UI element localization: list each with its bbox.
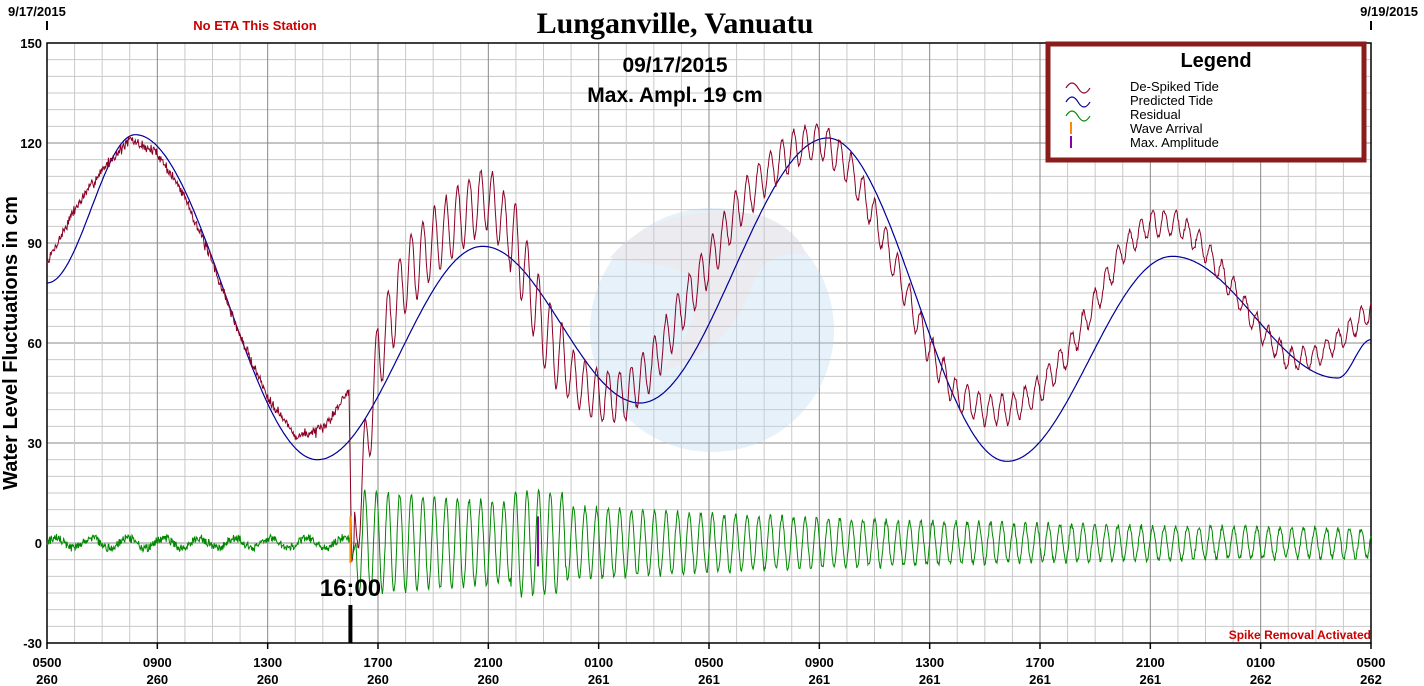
- x-tick-time-label: 1300: [915, 655, 944, 670]
- y-tick-label: 150: [20, 36, 42, 51]
- x-tick-day-label: 260: [477, 672, 499, 686]
- spike-removal-note: Spike Removal Activated: [1229, 628, 1371, 642]
- y-tick-label: 90: [28, 236, 42, 251]
- legend-swatch: [1065, 96, 1091, 108]
- date-label: 09/17/2015: [622, 54, 727, 77]
- x-tick-time-label: 2100: [474, 655, 503, 670]
- legend-label: Max. Amplitude: [1130, 135, 1219, 150]
- legend-swatch: [1065, 82, 1091, 94]
- x-tick-day-label: 261: [588, 672, 610, 686]
- legend-title: Legend: [1180, 50, 1251, 72]
- legend-label: De-Spiked Tide: [1130, 79, 1219, 94]
- x-tick-time-label: 1700: [1026, 655, 1055, 670]
- x-tick-day-label: 262: [1250, 672, 1272, 686]
- residual-series: [46, 488, 1372, 598]
- watermark-circle: [590, 208, 834, 452]
- x-tick-time-label: 1300: [253, 655, 282, 670]
- residual-line: [46, 488, 1372, 598]
- eta-note: No ETA This Station: [193, 18, 317, 33]
- legend-label: Wave Arrival: [1130, 121, 1203, 136]
- x-tick-time-label: 0500: [695, 655, 724, 670]
- x-tick-time-label: 0900: [805, 655, 834, 670]
- x-tick-day-label: 261: [919, 672, 941, 686]
- event-markers: [348, 516, 539, 643]
- despiked-tide-line: [46, 123, 1372, 562]
- y-tick-label: 0: [35, 536, 42, 551]
- chart-axes: -30 0 30 60 90 120 150 0500 260 0900 260 1300 260 170…: [20, 36, 1385, 686]
- y-tick-label: -30: [23, 636, 42, 651]
- legend-box: [1045, 41, 1367, 163]
- legend-label: Predicted Tide: [1130, 93, 1213, 108]
- x-tick-day-label: 261: [1029, 672, 1051, 686]
- x-tick-day-label: 260: [146, 672, 168, 686]
- despiked-tide-series: [46, 123, 1372, 562]
- predicted-tide-line: [46, 134, 1372, 462]
- start-date-label: 9/17/2015: [8, 4, 66, 19]
- x-tick-time-label: 1700: [364, 655, 393, 670]
- x-tick-day-label: 260: [257, 672, 279, 686]
- max-amplitude-label: Max. Ampl. 19 cm: [587, 84, 762, 107]
- predicted-tide-series: [46, 134, 1372, 462]
- x-tick-day-label: 262: [1360, 672, 1382, 686]
- x-tick-day-label: 261: [1139, 672, 1161, 686]
- event-time-label: 16:00: [320, 575, 381, 602]
- x-tick-time-label: 0100: [1246, 655, 1275, 670]
- chart-title: Lunganville, Vanuatu: [537, 7, 814, 40]
- legend-swatch: [1065, 110, 1091, 122]
- x-tick-time-label: 0500: [33, 655, 62, 670]
- y-tick-label: 120: [20, 136, 42, 151]
- watermark-bird: [610, 211, 805, 372]
- end-date-label: 9/19/2015: [1360, 4, 1418, 19]
- noaa-watermark: [590, 208, 834, 452]
- x-tick-day-label: 260: [367, 672, 389, 686]
- x-tick-day-label: 260: [36, 672, 58, 686]
- x-tick-time-label: 0500: [1357, 655, 1386, 670]
- y-axis-label: Water Level Fluctuations in cm: [0, 196, 22, 490]
- y-tick-label: 30: [28, 436, 42, 451]
- x-tick-time-label: 2100: [1136, 655, 1165, 670]
- x-tick-day-label: 261: [698, 672, 720, 686]
- y-tick-label: 60: [28, 336, 42, 351]
- x-tick-day-label: 261: [808, 672, 830, 686]
- legend-label: Residual: [1130, 107, 1181, 122]
- chart-grid: [46, 42, 1372, 644]
- x-tick-time-label: 0900: [143, 655, 172, 670]
- x-tick-time-label: 0100: [584, 655, 613, 670]
